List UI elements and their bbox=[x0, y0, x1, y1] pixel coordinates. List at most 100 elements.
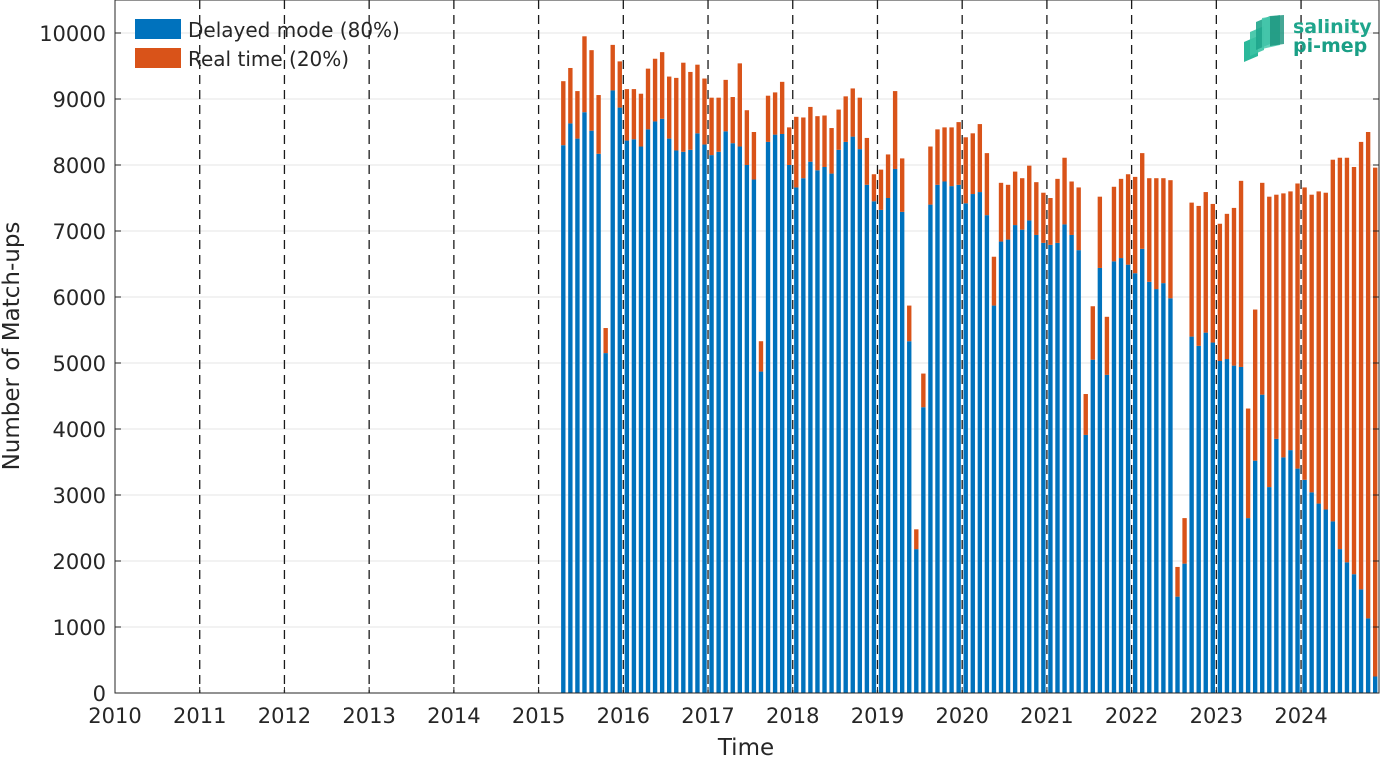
bar-delayed-mode bbox=[1281, 457, 1286, 693]
bar-delayed-mode bbox=[942, 181, 947, 693]
bar-delayed-mode bbox=[624, 140, 630, 693]
bar-real-time bbox=[808, 106, 813, 162]
x-tick-label: 2016 bbox=[597, 704, 650, 728]
bar-delayed-mode bbox=[1097, 267, 1103, 693]
bar-delayed-mode bbox=[596, 153, 601, 693]
bar-real-time bbox=[1365, 132, 1371, 619]
bar-delayed-mode bbox=[1238, 366, 1244, 693]
bar-delayed-mode bbox=[1012, 225, 1018, 693]
bar-real-time bbox=[1097, 196, 1103, 268]
bar-real-time bbox=[645, 68, 651, 130]
bar-delayed-mode bbox=[758, 371, 764, 693]
bar-real-time bbox=[836, 109, 841, 150]
bar-delayed-mode bbox=[765, 141, 771, 693]
bar-delayed-mode bbox=[1203, 332, 1208, 693]
bar-real-time bbox=[751, 132, 757, 180]
bar-real-time bbox=[1231, 207, 1237, 366]
bar-delayed-mode bbox=[1337, 549, 1343, 693]
bar-delayed-mode bbox=[1104, 374, 1110, 693]
bar-real-time bbox=[1083, 394, 1088, 435]
bar-delayed-mode bbox=[709, 155, 714, 694]
bar-real-time bbox=[758, 341, 764, 372]
bar-delayed-mode bbox=[899, 211, 905, 694]
bar-real-time bbox=[850, 88, 855, 137]
legend: Delayed mode (80%) Real time (20%) bbox=[135, 18, 400, 71]
bar-delayed-mode bbox=[603, 353, 608, 693]
plot-frame bbox=[114, 0, 1380, 694]
bar-real-time bbox=[822, 115, 827, 167]
bar-delayed-mode bbox=[1048, 244, 1053, 694]
salinity-pimep-logo: salinity pi-mep bbox=[1244, 15, 1372, 62]
y-tick-label: 8000 bbox=[53, 154, 106, 178]
bar-delayed-mode bbox=[674, 150, 679, 694]
y-tick-label: 2000 bbox=[53, 550, 106, 574]
bar-real-time bbox=[1189, 202, 1194, 337]
bar-real-time bbox=[1196, 205, 1201, 346]
bar-real-time bbox=[1161, 178, 1166, 284]
bar-delayed-mode bbox=[1365, 618, 1371, 693]
bar-delayed-mode bbox=[688, 149, 693, 693]
bar-real-time bbox=[1351, 166, 1357, 575]
bar-delayed-mode bbox=[1358, 589, 1364, 693]
bar-real-time bbox=[1111, 186, 1117, 262]
y-axis-ticks: 0 1000 2000 3000 4000 5000 6000 7000 8000 9000 100… bbox=[39, 22, 1379, 706]
bar-delayed-mode bbox=[1076, 250, 1081, 693]
bar-real-time bbox=[1316, 191, 1321, 504]
bar-real-time bbox=[603, 328, 608, 354]
legend-swatch-delayed bbox=[135, 19, 181, 39]
bar-real-time bbox=[1309, 194, 1314, 493]
bar-real-time bbox=[1076, 187, 1081, 251]
bar-delayed-mode bbox=[1055, 242, 1060, 693]
bar-real-time bbox=[1012, 171, 1018, 226]
bar-delayed-mode bbox=[1330, 521, 1336, 693]
bar-real-time bbox=[963, 137, 968, 204]
bar-delayed-mode bbox=[1034, 234, 1039, 693]
bar-real-time bbox=[801, 117, 806, 179]
bar-real-time bbox=[864, 137, 870, 185]
bar-real-time bbox=[857, 97, 863, 150]
bar-real-time bbox=[1260, 182, 1265, 395]
bar-delayed-mode bbox=[1161, 283, 1166, 693]
bar-delayed-mode bbox=[1062, 224, 1067, 693]
bar-delayed-mode bbox=[956, 184, 961, 694]
y-tick-label: 3000 bbox=[53, 484, 106, 508]
bar-delayed-mode bbox=[737, 146, 742, 693]
bar-real-time bbox=[1274, 194, 1279, 439]
bar-real-time bbox=[688, 71, 693, 150]
legend-swatch-realtime bbox=[135, 48, 181, 68]
bar-delayed-mode bbox=[1344, 562, 1350, 693]
bar-delayed-mode bbox=[1252, 460, 1258, 693]
bar-real-time bbox=[716, 97, 721, 152]
bar-delayed-mode bbox=[984, 215, 990, 693]
bar-real-time bbox=[659, 52, 665, 119]
bar-delayed-mode bbox=[794, 187, 799, 693]
bar-real-time bbox=[582, 36, 587, 113]
bar-delayed-mode bbox=[1069, 234, 1074, 693]
bar-real-time bbox=[1048, 198, 1053, 245]
bar-real-time bbox=[1140, 153, 1145, 249]
bar-real-time bbox=[1295, 183, 1300, 469]
y-tick-label: 7000 bbox=[53, 220, 106, 244]
bar-real-time bbox=[1288, 191, 1293, 451]
legend-label-realtime: Real time (20%) bbox=[188, 47, 349, 71]
bar-real-time bbox=[1372, 167, 1378, 677]
bar-real-time bbox=[928, 146, 933, 205]
bar-real-time bbox=[695, 64, 700, 134]
bar-real-time bbox=[681, 62, 686, 152]
bar-delayed-mode bbox=[1196, 345, 1201, 693]
bar-real-time bbox=[589, 50, 594, 131]
bar-delayed-mode bbox=[829, 173, 834, 693]
bar-delayed-mode bbox=[907, 341, 912, 693]
bar-delayed-mode bbox=[878, 209, 884, 693]
bar-real-time bbox=[1041, 192, 1046, 243]
bar-delayed-mode bbox=[1147, 281, 1152, 693]
bar-delayed-mode bbox=[1217, 361, 1223, 693]
bar-real-time bbox=[949, 127, 954, 187]
y-tick-label: 1000 bbox=[53, 616, 106, 640]
bar-delayed-mode bbox=[991, 305, 997, 693]
x-axis-ticks: 2010 2011 2012 2013 2014 2015 2016 2017 2018 2019… bbox=[88, 687, 1328, 728]
bar-real-time bbox=[1005, 184, 1011, 240]
bar-real-time bbox=[1168, 180, 1173, 299]
bar-delayed-mode bbox=[921, 407, 926, 693]
